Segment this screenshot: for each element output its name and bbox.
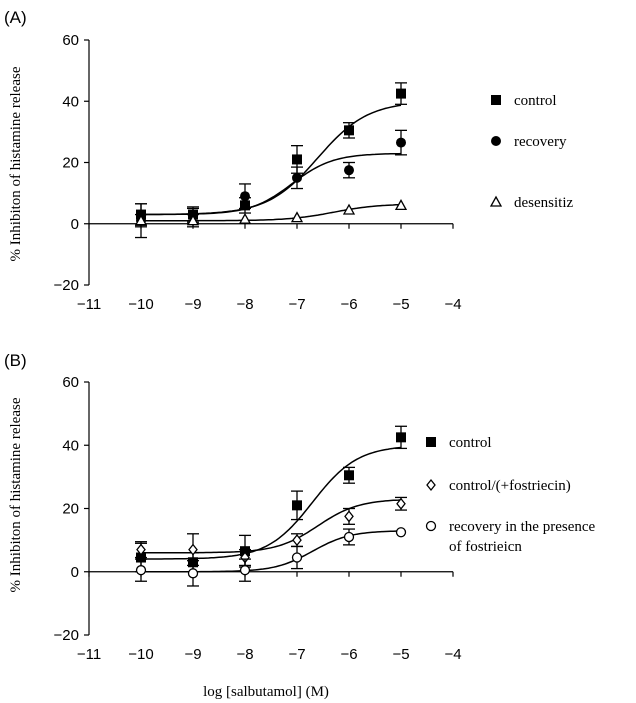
data-point [344,470,354,481]
legend-label: control [449,435,492,451]
fit-curve-1 [141,152,402,216]
x-tick-label: −10 [128,296,153,313]
panel-b-y-axis-label: % Inhibiton of histamine release [8,397,24,592]
y-tick-label: 20 [62,501,79,518]
x-tick-label: −8 [236,296,253,313]
panel-a-curves [141,104,402,222]
data-point [292,534,302,547]
data-point [135,565,147,576]
legend-marker [426,437,436,447]
data-point [290,211,304,223]
data-point [291,552,303,563]
legend-label: control [514,93,557,109]
data-point [186,214,200,226]
x-tick-label: −11 [77,646,101,663]
panel-b-marks [135,425,407,587]
data-point [342,203,356,215]
panel-a-label: (A) [4,8,27,27]
y-tick-label: 40 [62,93,79,110]
panel-b-curves [141,446,402,573]
panel-b-legend: control control/(+fostriecin) recovery in … [425,435,596,555]
x-tick-label: −5 [392,296,409,313]
legend-label: recovery in the presence [449,519,596,535]
legend-marker [491,95,501,105]
data-point [292,154,302,165]
panel-a-axes: −20 0 20 40 60 −11 −10 −9 −8 −7 −6 −5 −4 [54,32,462,313]
fit-curve-2 [141,530,402,573]
y-tick-label: −20 [54,627,79,644]
data-point [396,88,406,99]
legend-label: desensitiz [514,195,573,211]
y-tick-label: 0 [71,216,79,233]
x-axis-label: log [salbutamol] (M) [203,684,329,700]
y-tick-label: 20 [62,155,79,172]
legend-marker [489,195,503,207]
data-point [344,510,354,523]
data-point [136,543,146,556]
panel-a-marks [134,82,408,239]
x-tick-label: −7 [288,646,305,663]
data-point [396,497,406,510]
x-tick-label: −11 [77,296,101,313]
y-tick-label: 40 [62,437,79,454]
data-point [343,531,355,543]
x-tick-label: −6 [340,646,357,663]
x-tick-label: −8 [236,646,253,663]
legend-label: of fostrieicn [449,539,522,555]
x-tick-label: −5 [392,646,409,663]
fit-curve-0 [141,446,402,560]
x-tick-label: −4 [444,296,461,313]
data-point [187,568,199,579]
data-point [134,214,148,226]
data-point [396,432,406,443]
panel-b-label: (B) [4,351,27,370]
panel-a: (A) % Inhibiton of histamine release −20… [4,8,573,313]
x-tick-label: −4 [444,646,461,663]
data-point [344,165,354,176]
data-point [238,212,252,224]
data-point [344,125,354,136]
data-point [395,527,407,538]
data-point [292,172,302,183]
legend-marker [426,478,436,492]
data-point [240,191,250,202]
panel-b: (B) % Inhibiton of histamine release −20… [4,351,596,700]
data-point [292,500,302,511]
y-tick-label: 60 [62,32,79,49]
fit-curve-2 [141,203,402,222]
fit-curve-1 [141,499,402,554]
x-tick-label: −7 [288,296,305,313]
data-point [239,565,251,576]
legend-marker [425,520,437,532]
data-point [394,199,408,211]
legend-label: recovery [514,134,567,150]
x-tick-label: −10 [128,646,153,663]
y-tick-label: −20 [54,277,79,294]
legend-marker [491,136,501,146]
panel-a-legend: control recovery desensitiz [489,93,573,211]
panel-a-y-axis-label: % Inhibiton of histamine release [8,66,24,261]
data-point [396,137,406,148]
legend-label: control/(+fostriecin) [449,478,571,494]
x-tick-label: −6 [340,296,357,313]
x-tick-label: −9 [184,296,201,313]
panel-b-axes: −20 0 20 40 60 −11 −10 −9 −8 −7 −6 −5 −4 [54,374,462,663]
y-tick-label: 60 [62,374,79,391]
y-tick-label: 0 [71,564,79,581]
x-tick-label: −9 [184,646,201,663]
data-point [188,543,198,556]
